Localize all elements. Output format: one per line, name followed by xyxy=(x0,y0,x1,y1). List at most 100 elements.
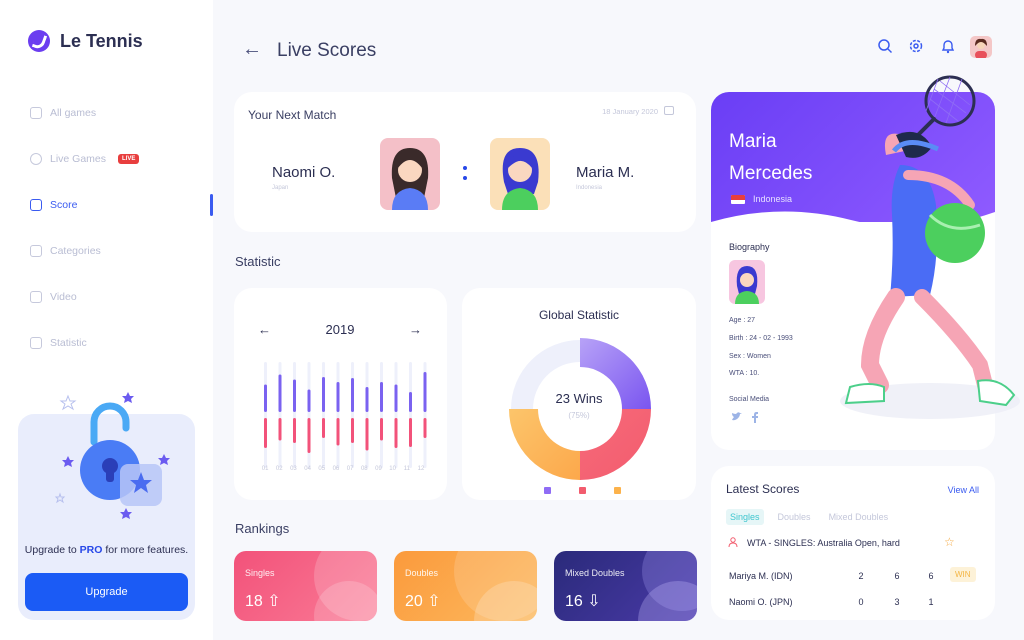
year-selector: ← 2019 → xyxy=(258,322,422,337)
bar-losses[interactable] xyxy=(394,418,398,448)
month-label: 03 xyxy=(290,466,297,472)
month-label: 02 xyxy=(275,466,283,472)
wins-percent: (75%) xyxy=(568,411,590,420)
sidebar: Le Tennis All games Live Games LIVE Scor… xyxy=(0,0,213,640)
global-statistic-title: Global Statistic xyxy=(538,308,620,322)
page-title: Live Scores xyxy=(277,40,377,61)
bio-sex: Sex : Women xyxy=(729,353,771,360)
prev-year-arrow-icon[interactable]: ← xyxy=(258,322,271,337)
arrow-up-icon: ⇧ xyxy=(267,593,281,610)
bar-losses[interactable] xyxy=(307,418,311,453)
player2-name[interactable]: Maria M. xyxy=(576,164,635,181)
bar-losses[interactable] xyxy=(322,418,325,438)
sidebar-item-statistic[interactable]: Statistic xyxy=(0,320,213,366)
tennis-player-illustration-icon xyxy=(840,75,1020,419)
bar-losses[interactable] xyxy=(409,418,412,447)
bell-icon[interactable] xyxy=(940,38,956,54)
player2-country: Indonesia xyxy=(576,185,603,191)
sidebar-item-label: All games xyxy=(50,107,97,119)
pro-label: PRO xyxy=(79,544,103,556)
bar-wins[interactable] xyxy=(394,384,398,413)
tab-doubles[interactable]: Doubles xyxy=(777,512,811,522)
player2-photo xyxy=(490,138,550,210)
sidebar-item-video[interactable]: Video xyxy=(0,274,213,320)
calendar-icon[interactable] xyxy=(664,106,674,115)
bio-photo xyxy=(729,260,765,304)
upgrade-text: Upgrade to PRO for more features. xyxy=(24,544,189,556)
sidebar-item-categories[interactable]: Categories xyxy=(0,228,213,274)
upgrade-button[interactable]: Upgrade xyxy=(25,573,188,611)
bar-wins[interactable] xyxy=(293,379,296,413)
bar-losses[interactable] xyxy=(380,418,383,441)
bar-wins[interactable] xyxy=(336,382,340,412)
statistic-section-title: Statistic xyxy=(235,254,281,269)
match-date: 18 January 2020 xyxy=(602,107,658,116)
profile-country: Indonesia xyxy=(753,194,793,204)
bar-losses[interactable] xyxy=(264,418,267,448)
sidebar-item-label: Statistic xyxy=(50,337,87,349)
sidebar-item-score[interactable]: Score xyxy=(0,182,213,228)
next-year-arrow-icon[interactable]: → xyxy=(408,322,422,337)
twitter-icon[interactable] xyxy=(731,412,742,422)
ranking-card-mixed-doubles[interactable]: Mixed Doubles 16 ⇩ xyxy=(554,551,697,621)
lock-illustration-icon xyxy=(54,392,170,519)
bar-wins[interactable] xyxy=(278,374,282,413)
event-title: WTA - SINGLES: Australia Open, hard xyxy=(747,538,900,548)
statistic-icon xyxy=(30,337,42,349)
bio-wta: WTA : 10. xyxy=(729,370,760,377)
bar-losses[interactable] xyxy=(365,418,369,451)
tab-mixed-doubles[interactable]: Mixed Doubles xyxy=(828,512,889,522)
bar-track xyxy=(264,362,267,468)
month-labels: 01 02 03 04 05 06 07 08 09 10 11 12 xyxy=(258,466,428,472)
bar-wins[interactable] xyxy=(307,389,311,413)
user-avatar[interactable] xyxy=(970,36,992,58)
video-icon xyxy=(30,291,42,303)
person-icon xyxy=(728,537,738,547)
logo-icon xyxy=(28,30,50,52)
bio-age: Age : 27 xyxy=(729,317,756,324)
bar-losses[interactable] xyxy=(336,418,340,446)
bar-losses[interactable] xyxy=(278,418,282,441)
row-player: Mariya M. (IDN) xyxy=(729,571,793,581)
view-all-link[interactable]: View All xyxy=(947,485,979,495)
month-label: 07 xyxy=(346,466,354,472)
ranking-label: Singles xyxy=(245,568,275,578)
bar-wins[interactable] xyxy=(423,372,427,412)
facebook-icon[interactable] xyxy=(752,412,758,423)
month-label: 09 xyxy=(375,466,382,472)
games-icon xyxy=(30,107,42,119)
sidebar-item-label: Video xyxy=(50,291,77,303)
tab-singles[interactable]: Singles xyxy=(726,509,764,525)
bar-losses[interactable] xyxy=(293,418,296,443)
row-set-score: 2 xyxy=(858,571,864,581)
month-label: 05 xyxy=(318,466,326,472)
legend-swatch xyxy=(614,487,621,494)
search-icon[interactable] xyxy=(877,38,893,54)
player1-name[interactable]: Naomi O. xyxy=(272,164,336,181)
ranking-card-doubles[interactable]: Doubles 20 ⇧ xyxy=(394,551,537,621)
bar-losses[interactable] xyxy=(351,418,354,443)
bar-wins[interactable] xyxy=(264,384,267,413)
logo[interactable]: Le Tennis xyxy=(28,30,143,52)
gear-icon[interactable] xyxy=(908,38,924,54)
bar-wins[interactable] xyxy=(380,382,383,412)
social-media-title: Social Media xyxy=(729,396,770,403)
sidebar-item-live-games[interactable]: Live Games LIVE xyxy=(0,136,213,182)
bar-track xyxy=(365,362,369,468)
star-icon[interactable]: ☆ xyxy=(944,535,955,549)
sidebar-item-all-games[interactable]: All games xyxy=(0,90,213,136)
latest-scores-card: Latest Scores View All Singles Doubles M… xyxy=(711,466,995,620)
wins-count: 23 Wins xyxy=(555,391,603,406)
vs-separator xyxy=(463,166,467,182)
bar-wins[interactable] xyxy=(351,378,354,412)
bar-wins[interactable] xyxy=(365,387,369,412)
bar-losses[interactable] xyxy=(423,418,427,438)
year-label: 2019 xyxy=(325,322,355,337)
month-label: 06 xyxy=(332,466,340,472)
arrow-up-icon: ⇧ xyxy=(427,593,441,610)
back-arrow-icon[interactable]: ← xyxy=(242,38,262,60)
social-icons xyxy=(731,412,758,423)
bar-wins[interactable] xyxy=(322,377,325,412)
ranking-card-singles[interactable]: Singles 18 ⇧ xyxy=(234,551,377,621)
bar-wins[interactable] xyxy=(409,392,412,412)
